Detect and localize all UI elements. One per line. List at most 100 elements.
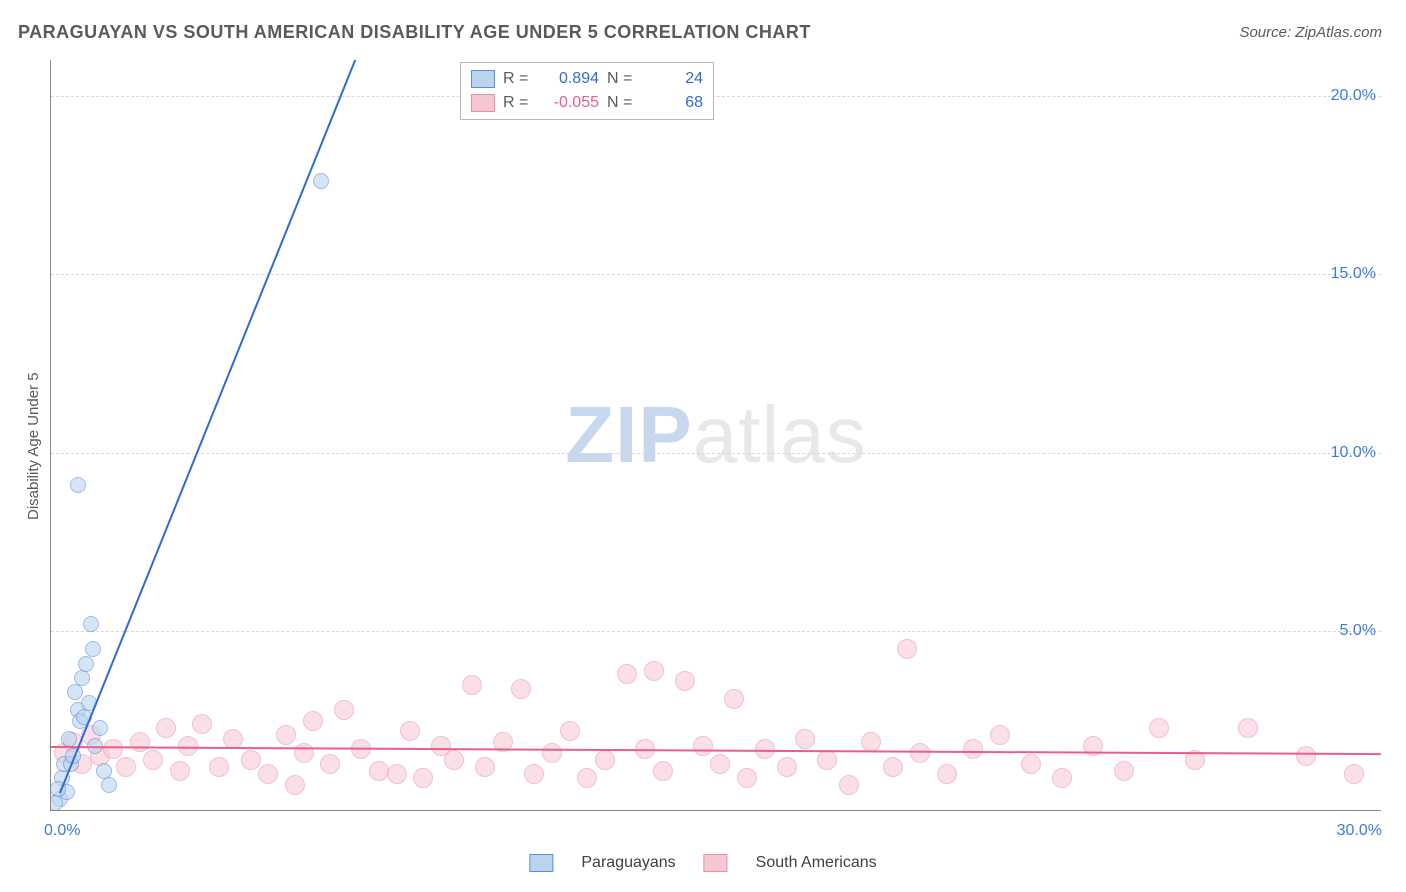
pink-point — [542, 743, 562, 763]
pink-point — [223, 729, 243, 749]
blue-point — [101, 777, 117, 793]
pink-point — [1052, 768, 1072, 788]
pink-point — [1114, 761, 1134, 781]
pink-point — [209, 757, 229, 777]
blue-point — [50, 795, 63, 811]
pink-point — [675, 671, 695, 691]
pink-point — [1021, 754, 1041, 774]
x-tick-mark — [716, 810, 717, 811]
stats-r-label: R = — [503, 94, 531, 112]
pink-point — [400, 721, 420, 741]
legend-swatch — [529, 854, 553, 872]
stats-r-label: R = — [503, 70, 531, 88]
stats-box: R = 0.894 N = 24 R = -0.055 N = 68 — [460, 62, 714, 120]
pink-point — [192, 714, 212, 734]
pink-point — [334, 700, 354, 720]
x-tick-mark — [1049, 810, 1050, 811]
watermark-zip: ZIP — [565, 390, 692, 479]
watermark: ZIPatlas — [565, 389, 866, 481]
plot-area: ZIPatlas — [50, 60, 1381, 811]
pink-point — [276, 725, 296, 745]
y-tick-label: 10.0% — [1331, 444, 1376, 462]
x-tick-mark — [938, 810, 939, 811]
y-axis-label: Disability Age Under 5 — [25, 372, 42, 520]
pink-point — [737, 768, 757, 788]
blue-point — [313, 173, 329, 189]
stats-swatch — [471, 94, 495, 112]
chart-title: PARAGUAYAN VS SOUTH AMERICAN DISABILITY … — [18, 22, 811, 43]
pink-point — [817, 750, 837, 770]
pink-point — [710, 754, 730, 774]
gridline-h — [51, 453, 1381, 454]
blue-point — [83, 616, 99, 632]
pink-point — [839, 775, 859, 795]
pink-point — [577, 768, 597, 788]
stats-n-value: 24 — [643, 70, 703, 88]
stats-n-label: N = — [607, 70, 635, 88]
pink-point — [103, 739, 123, 759]
pink-point — [1149, 718, 1169, 738]
watermark-atlas: atlas — [693, 390, 867, 479]
legend: Paraguayans South Americans — [529, 854, 876, 872]
pink-point — [693, 736, 713, 756]
stats-r-value: -0.055 — [539, 94, 599, 112]
x-tick-mark — [273, 810, 274, 811]
pink-point — [724, 689, 744, 709]
x-corner-left: 0.0% — [44, 822, 80, 840]
stats-n-value: 68 — [643, 94, 703, 112]
pink-point — [963, 739, 983, 759]
pink-point — [595, 750, 615, 770]
pink-point — [170, 761, 190, 781]
blue-point — [78, 656, 94, 672]
stats-row: R = 0.894 N = 24 — [471, 67, 703, 91]
y-tick-label: 20.0% — [1331, 87, 1376, 105]
pink-point — [387, 764, 407, 784]
pink-point — [897, 639, 917, 659]
x-tick-mark — [162, 810, 163, 811]
legend-swatch — [704, 854, 728, 872]
pink-point — [369, 761, 389, 781]
x-corner-right: 30.0% — [1337, 822, 1382, 840]
x-tick-mark — [384, 810, 385, 811]
legend-label: Paraguayans — [581, 854, 675, 872]
pink-point — [444, 750, 464, 770]
pink-point — [413, 768, 433, 788]
gridline-h — [51, 96, 1381, 97]
x-tick-mark — [494, 810, 495, 811]
pink-point — [861, 732, 881, 752]
pink-point — [156, 718, 176, 738]
blue-point — [85, 641, 101, 657]
pink-point — [795, 729, 815, 749]
source-label: Source: ZipAtlas.com — [1239, 24, 1382, 41]
pink-point — [644, 661, 664, 681]
gridline-h — [51, 274, 1381, 275]
pink-point — [617, 664, 637, 684]
pink-point — [462, 675, 482, 695]
gridline-h — [51, 631, 1381, 632]
stats-swatch — [471, 70, 495, 88]
pink-point — [511, 679, 531, 699]
pink-point — [1296, 746, 1316, 766]
stats-row: R = -0.055 N = 68 — [471, 91, 703, 115]
pink-point — [560, 721, 580, 741]
y-tick-label: 15.0% — [1331, 265, 1376, 283]
pink-point — [910, 743, 930, 763]
stats-r-value: 0.894 — [539, 70, 599, 88]
trend-line — [59, 60, 384, 794]
stats-n-label: N = — [607, 94, 635, 112]
x-tick-mark — [605, 810, 606, 811]
pink-point — [1344, 764, 1364, 784]
x-tick-mark — [1270, 810, 1271, 811]
pink-point — [303, 711, 323, 731]
legend-label: South Americans — [756, 854, 877, 872]
pink-point — [285, 775, 305, 795]
blue-point — [74, 670, 90, 686]
pink-point — [241, 750, 261, 770]
pink-point — [116, 757, 136, 777]
pink-point — [524, 764, 544, 784]
pink-point — [883, 757, 903, 777]
blue-point — [61, 731, 77, 747]
y-tick-label: 5.0% — [1340, 622, 1376, 640]
pink-point — [777, 757, 797, 777]
x-tick-mark — [1159, 810, 1160, 811]
